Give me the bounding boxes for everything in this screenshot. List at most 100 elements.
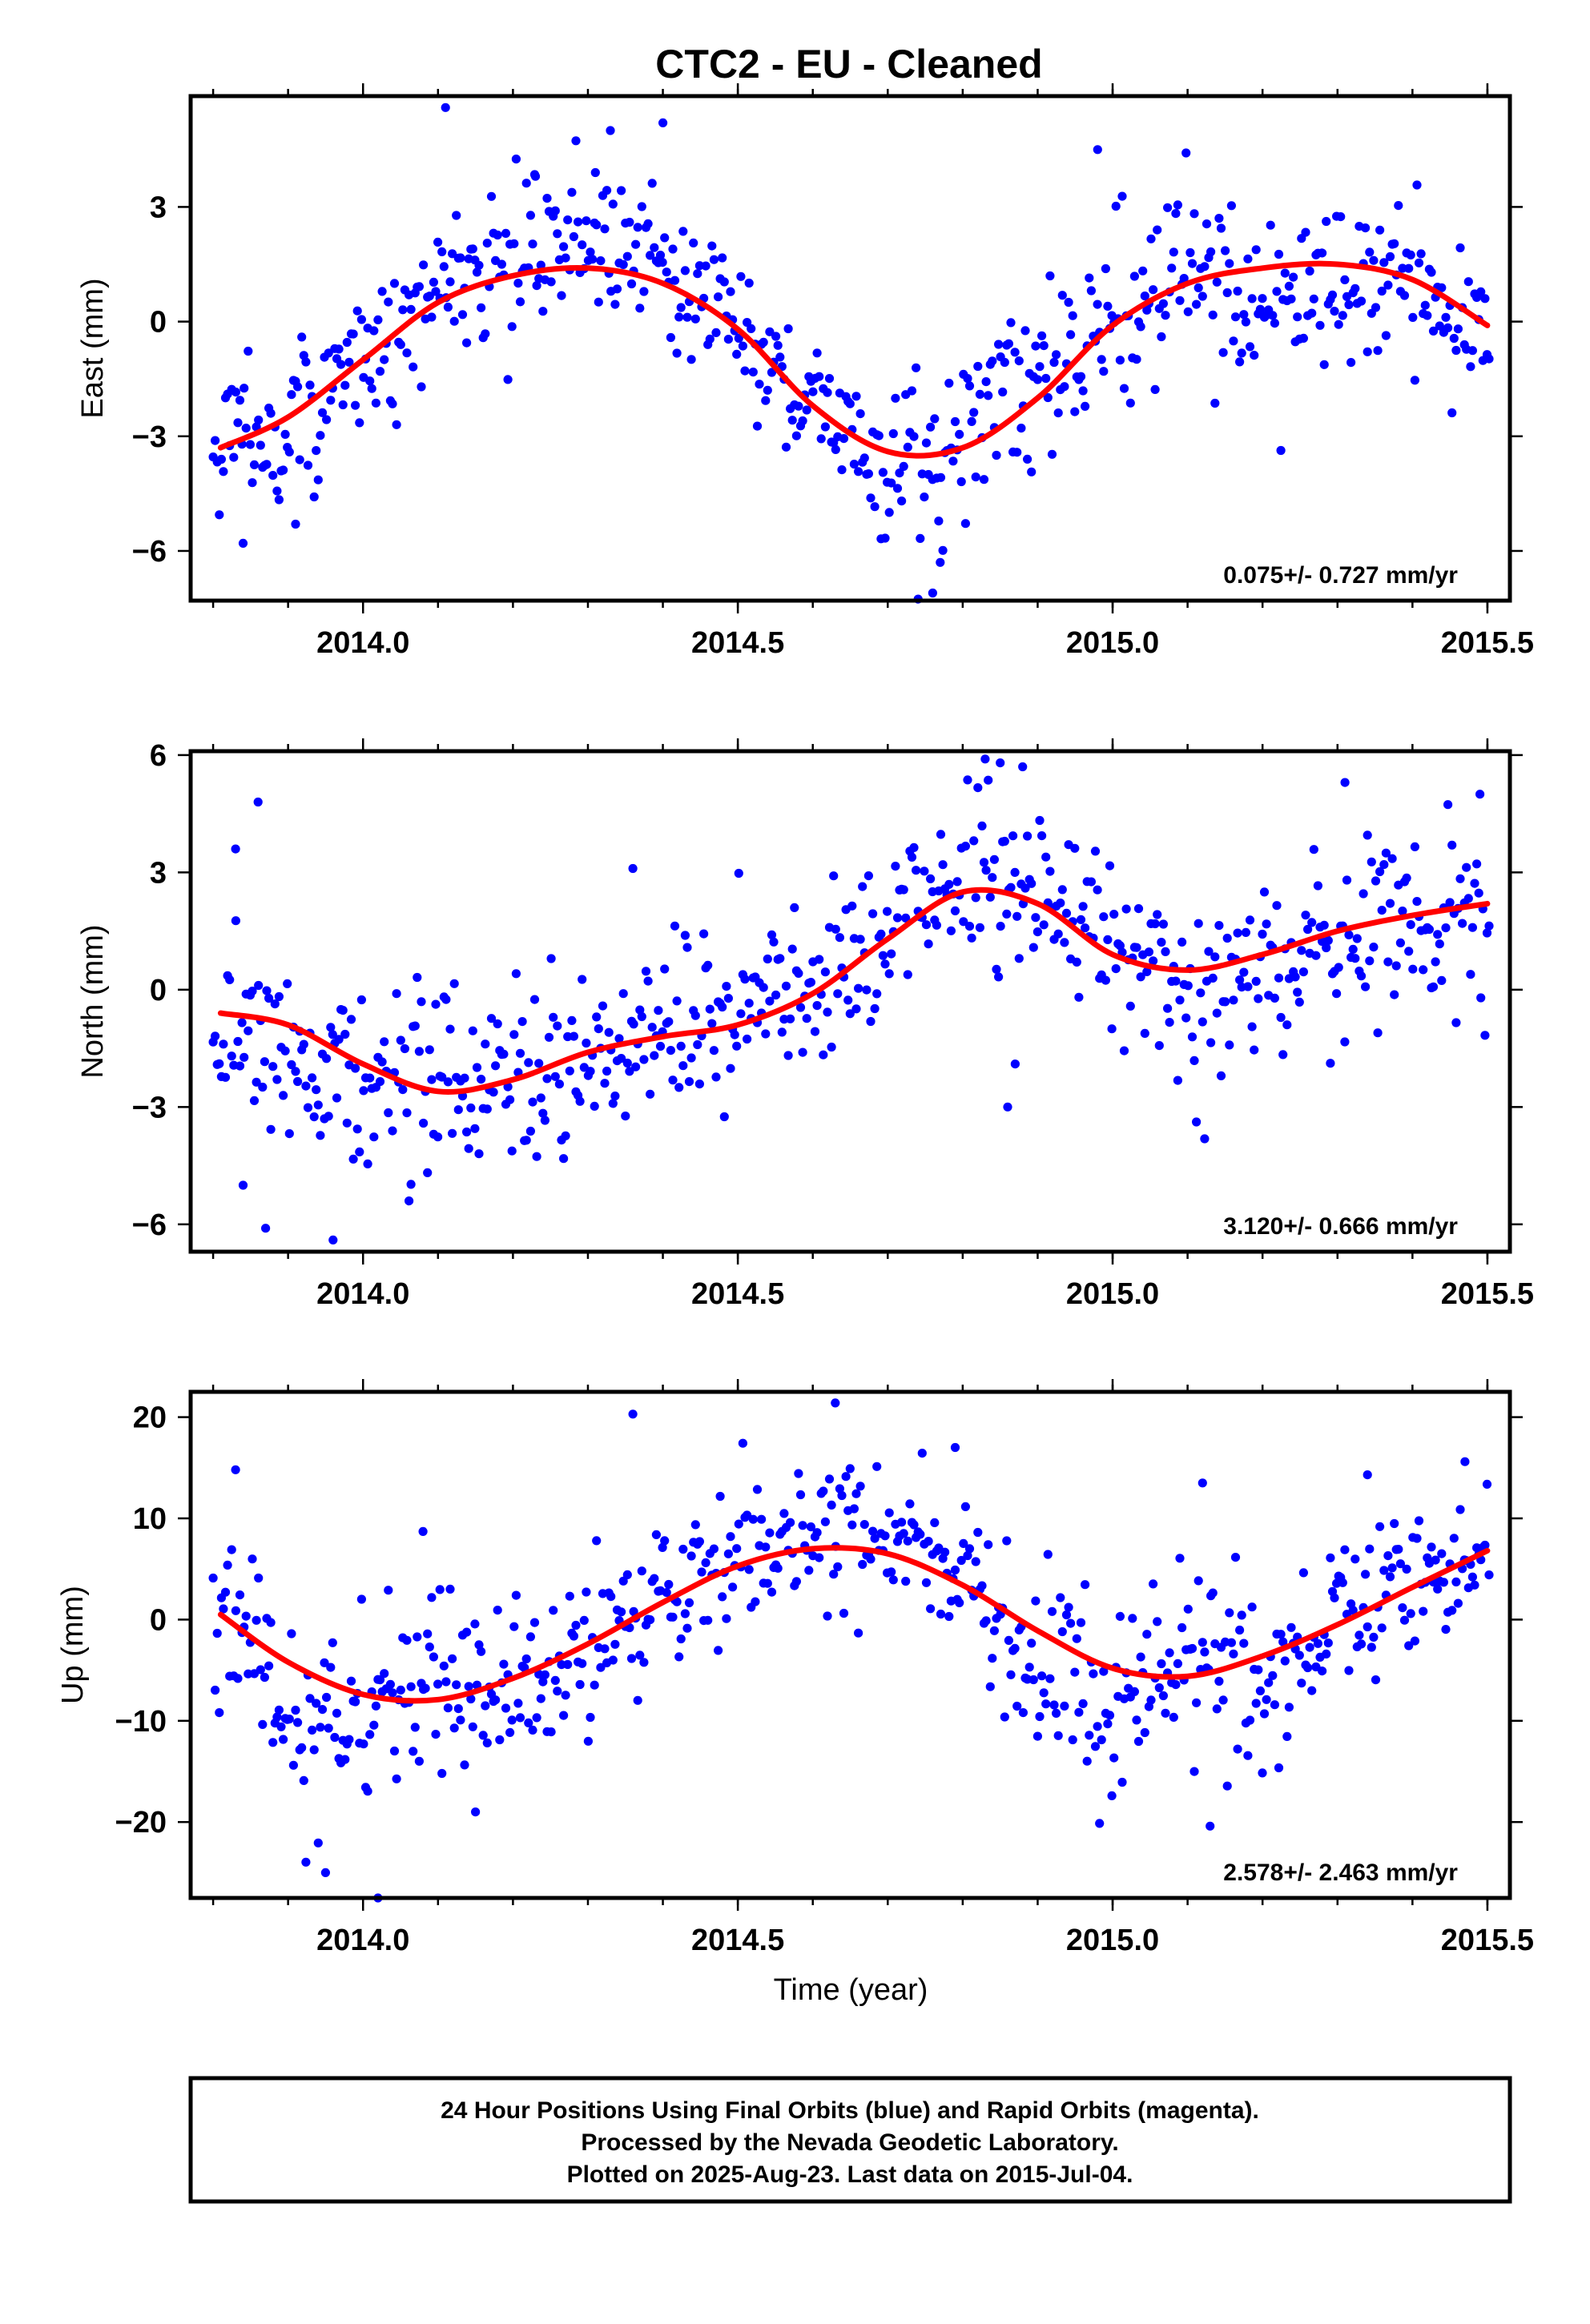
data-point [326, 396, 336, 405]
data-point [431, 1730, 441, 1739]
caption-line-2: Processed by the Nevada Geodetic Laborat… [581, 2129, 1118, 2156]
data-point [618, 259, 628, 269]
data-point [1163, 1003, 1173, 1013]
data-point [1140, 292, 1149, 301]
data-point [847, 1520, 857, 1530]
data-point [1052, 350, 1061, 360]
data-point [1475, 790, 1485, 799]
data-point [1194, 1576, 1203, 1586]
data-point [575, 1096, 585, 1106]
x-tick-label: 2015.5 [1441, 1924, 1534, 1957]
data-point [1439, 1578, 1448, 1587]
data-point [384, 1108, 393, 1118]
data-point [553, 1687, 562, 1696]
data-point [744, 1565, 754, 1574]
data-point [928, 588, 937, 598]
data-point [449, 979, 459, 988]
data-point [211, 436, 220, 445]
data-point [810, 1027, 820, 1036]
data-point [1482, 928, 1492, 938]
data-point [816, 434, 826, 444]
data-point [798, 416, 807, 426]
data-point [1298, 967, 1308, 977]
data-point [1175, 296, 1185, 305]
data-point [711, 1072, 721, 1082]
data-point [967, 933, 976, 943]
data-point [1276, 1630, 1286, 1639]
data-point [1226, 1638, 1236, 1647]
data-point [1183, 1604, 1193, 1614]
data-point [959, 1538, 968, 1548]
data-point [1280, 268, 1290, 278]
data-point [1247, 1602, 1257, 1612]
data-point [462, 1127, 472, 1137]
data-point [1408, 964, 1418, 974]
data-point [287, 1059, 296, 1070]
data-point [356, 995, 366, 1005]
data-point [423, 1168, 433, 1177]
y-tick-label: 6 [150, 739, 167, 773]
data-point [546, 1727, 556, 1737]
data-point [1365, 247, 1375, 257]
data-point [590, 1680, 599, 1690]
data-point [435, 1585, 445, 1594]
data-point [1441, 923, 1451, 933]
data-point [448, 1654, 457, 1663]
data-point [998, 387, 1008, 397]
data-point [903, 1536, 912, 1546]
data-point [598, 1001, 608, 1011]
x-tick-label: 2015.0 [1066, 1277, 1159, 1311]
data-point [1194, 919, 1203, 928]
data-point [471, 1807, 481, 1817]
data-point [1344, 300, 1354, 310]
data-point [441, 995, 451, 1004]
data-point [1412, 180, 1422, 190]
data-point [396, 1685, 405, 1695]
data-point [863, 469, 873, 479]
caption-line-1: 24 Hour Positions Using Final Orbits (bl… [441, 2097, 1259, 2124]
data-point [608, 199, 618, 209]
data-point [509, 1030, 519, 1039]
data-point [1437, 1549, 1447, 1558]
data-point [1216, 223, 1226, 233]
data-point [1441, 1625, 1451, 1634]
data-point [452, 1680, 461, 1690]
data-point [1233, 1744, 1242, 1754]
data-point [880, 1531, 890, 1541]
data-point [579, 1615, 589, 1625]
data-point [445, 1584, 455, 1594]
data-point [223, 1560, 232, 1570]
data-point [1336, 212, 1346, 222]
data-point [973, 1527, 983, 1538]
data-point [1068, 1735, 1077, 1745]
data-point [1332, 989, 1342, 999]
data-point [528, 239, 537, 249]
data-point [1129, 1687, 1139, 1696]
data-point [950, 1442, 960, 1453]
fit-curve [217, 1545, 1491, 1704]
data-point [373, 315, 383, 324]
data-point [806, 1522, 816, 1532]
data-point [1101, 263, 1110, 274]
data-point [1404, 263, 1414, 273]
data-point [868, 1526, 878, 1536]
data-point [1375, 1522, 1385, 1531]
data-point [1167, 263, 1177, 273]
data-point [820, 967, 830, 977]
data-point [866, 493, 876, 503]
data-point [646, 1615, 655, 1625]
data-point [316, 431, 325, 440]
data-point [272, 1712, 282, 1722]
data-point [1057, 885, 1067, 895]
data-point [610, 300, 620, 309]
data-point [747, 324, 756, 333]
y-tick-label: 10 [133, 1502, 167, 1536]
data-point [1427, 1542, 1436, 1552]
data-point [1078, 902, 1088, 911]
data-point [977, 1581, 987, 1590]
data-point [388, 1126, 397, 1136]
data-point [888, 428, 898, 439]
data-point [261, 1224, 271, 1233]
data-point [1041, 852, 1051, 862]
data-point [1045, 1674, 1055, 1683]
